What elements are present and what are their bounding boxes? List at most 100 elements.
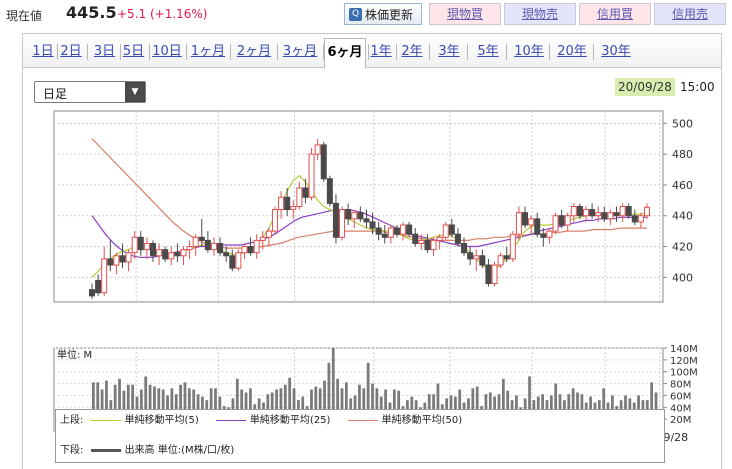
- margin-sell-button[interactable]: 信用売: [654, 3, 726, 25]
- candle-body: [107, 258, 114, 266]
- chevron-down-icon: ▼: [125, 82, 145, 102]
- volume-bar: [92, 382, 95, 431]
- tab-period-3[interactable]: 5日: [122, 44, 145, 59]
- candle-body: [363, 218, 370, 223]
- candle-body: [491, 264, 498, 285]
- candle-body: [204, 239, 211, 251]
- legend-upper-label: 上段:: [60, 415, 84, 426]
- candle-body: [271, 209, 278, 232]
- price-plot-area: [53, 110, 664, 303]
- candle-body: [558, 215, 565, 226]
- tab-period-10[interactable]: 2年: [401, 44, 423, 59]
- volume-ytick-label: 60M: [670, 391, 691, 402]
- legend-ma50: 単純移動平均(50): [381, 415, 463, 426]
- candle-body: [619, 206, 626, 217]
- volume-bar: [153, 386, 156, 431]
- tab-period-7[interactable]: 3ヶ月: [282, 44, 318, 59]
- tab-period-2[interactable]: 3日: [93, 44, 116, 59]
- margin-buy-button[interactable]: 信用買: [579, 3, 651, 25]
- candle-body: [442, 224, 449, 238]
- cash-sell-button[interactable]: 現物売: [504, 3, 576, 25]
- tab-separator: [368, 44, 369, 60]
- tab-separator: [549, 44, 550, 60]
- volume-ytick-label: 80M: [670, 380, 691, 391]
- price-ytick-label: 420: [672, 241, 693, 254]
- candle-body: [601, 212, 608, 220]
- candle-body: [485, 264, 492, 285]
- candle-body: [180, 249, 187, 257]
- candle-body: [625, 206, 632, 217]
- tab-separator: [57, 44, 58, 60]
- tab-separator: [396, 44, 397, 60]
- candle-body: [406, 224, 413, 235]
- price-ytick-label: 460: [672, 179, 693, 192]
- tab-period-4[interactable]: 10日: [152, 44, 182, 59]
- tab-separator: [593, 44, 594, 60]
- tab-period-15[interactable]: 30年: [601, 44, 631, 59]
- candle-body: [284, 196, 291, 211]
- tab-separator: [120, 44, 121, 60]
- candle-body: [253, 239, 260, 254]
- candle-body: [290, 206, 297, 211]
- price-ytick-label: 480: [672, 148, 693, 161]
- candle-body: [149, 242, 156, 257]
- tab-period-13[interactable]: 10年: [514, 44, 544, 59]
- volume-swatch: [90, 448, 121, 452]
- tab-period-11[interactable]: 3年: [438, 44, 460, 59]
- tab-period-14[interactable]: 20年: [557, 44, 587, 59]
- tab-separator: [506, 44, 507, 60]
- candle-body: [613, 212, 620, 217]
- candle-body: [314, 144, 321, 155]
- volume-bar: [336, 378, 340, 431]
- ma5-swatch: [90, 419, 121, 421]
- candle-body: [326, 178, 333, 204]
- ma25-swatch: [215, 419, 246, 421]
- tab-period-5[interactable]: 1ヶ月: [190, 44, 226, 59]
- candle-body: [235, 252, 242, 269]
- candle-body: [473, 255, 480, 260]
- volume-bar: [358, 384, 361, 431]
- candle-body: [119, 255, 126, 263]
- candle-body: [424, 239, 431, 251]
- interval-select[interactable]: 日足 ▼: [34, 81, 146, 103]
- volume-bar: [96, 382, 100, 431]
- volume-bar: [131, 384, 135, 431]
- volume-ytick-label: 100M: [670, 368, 698, 379]
- candle-body: [143, 242, 150, 251]
- tab-separator: [149, 44, 150, 60]
- volume-bar: [113, 384, 117, 431]
- candle-body: [497, 255, 504, 266]
- refresh-price-button[interactable]: Q 株価更新: [344, 3, 422, 25]
- candle-body: [412, 233, 419, 244]
- tab-period-12[interactable]: 5年: [477, 44, 499, 59]
- candle-body: [369, 221, 376, 229]
- tab-separator: [87, 44, 88, 60]
- tab-period-0[interactable]: 1日: [32, 44, 54, 59]
- candle-body: [570, 206, 577, 217]
- volume-bar: [288, 377, 292, 431]
- volume-ytick-label: 40M: [670, 403, 691, 414]
- tab-period-9[interactable]: 1年: [370, 44, 392, 59]
- candle-body: [448, 224, 455, 235]
- cash-buy-button[interactable]: 現物買: [429, 3, 501, 25]
- candle-body: [162, 249, 169, 260]
- candle-body: [546, 230, 553, 238]
- interval-select-value: 日足: [43, 87, 68, 101]
- price-ytick-label: 440: [672, 210, 693, 223]
- candle-body: [479, 255, 486, 266]
- volume-ytick-label: 20M: [670, 415, 691, 426]
- candle-body: [454, 233, 461, 244]
- candle-body: [564, 215, 571, 226]
- tab-period-8[interactable]: 6ヶ月: [324, 38, 366, 69]
- candle-body: [210, 242, 217, 251]
- tab-period-1[interactable]: 2日: [60, 44, 82, 59]
- volume-bar: [183, 382, 187, 431]
- price-ytick-label: 500: [672, 117, 693, 130]
- candle-body: [528, 218, 535, 226]
- tab-period-6[interactable]: 2ヶ月: [236, 44, 272, 59]
- candle-body: [607, 212, 614, 220]
- volume-bar: [650, 382, 654, 431]
- volume-bar: [554, 383, 558, 431]
- candle-body: [229, 255, 236, 269]
- current-price-label: 現在値: [6, 9, 43, 23]
